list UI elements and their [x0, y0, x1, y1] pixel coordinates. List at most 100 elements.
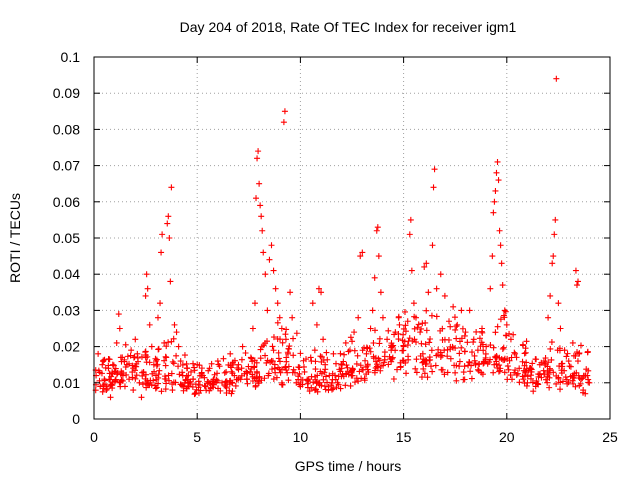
data-point	[105, 365, 112, 372]
data-point	[276, 314, 283, 321]
data-point	[433, 352, 440, 359]
data-point	[558, 370, 565, 377]
data-point	[277, 369, 284, 376]
data-point	[166, 235, 173, 241]
data-point	[400, 343, 407, 350]
data-point	[456, 338, 463, 345]
data-point	[289, 369, 296, 376]
data-point	[346, 347, 353, 354]
data-point	[423, 360, 430, 367]
data-point	[418, 325, 425, 332]
data-point	[146, 359, 153, 366]
data-point	[99, 388, 106, 395]
x-tick-label: 10	[293, 429, 309, 445]
data-point	[171, 321, 178, 328]
data-point	[169, 358, 176, 365]
data-point	[109, 379, 116, 386]
data-point	[456, 358, 463, 365]
data-point	[569, 339, 576, 346]
data-point	[173, 329, 180, 336]
data-point	[397, 363, 404, 370]
data-point	[181, 352, 188, 359]
data-point	[433, 285, 440, 292]
data-point	[162, 386, 169, 393]
data-point	[124, 353, 131, 360]
data-point	[347, 334, 354, 341]
data-point	[169, 387, 176, 394]
data-point	[351, 329, 358, 336]
data-point	[453, 377, 460, 384]
data-point	[453, 323, 460, 330]
data-point	[267, 359, 274, 366]
data-point	[134, 350, 141, 357]
chart-title: Day 204 of 2018, Rate Of TEC Index for r…	[180, 19, 517, 35]
data-point	[545, 371, 552, 378]
data-point	[228, 364, 235, 371]
data-point	[411, 325, 418, 332]
data-point	[524, 373, 531, 380]
data-point	[461, 348, 468, 355]
data-point	[214, 358, 221, 365]
data-point	[257, 355, 264, 362]
data-point	[395, 314, 402, 321]
data-point	[400, 331, 407, 338]
data-point	[502, 332, 509, 339]
data-point	[175, 343, 182, 350]
data-point	[415, 321, 422, 328]
data-point	[396, 321, 403, 328]
data-point	[524, 379, 531, 386]
data-point	[361, 375, 368, 382]
data-point	[261, 375, 268, 382]
data-point	[285, 377, 292, 384]
data-point	[487, 342, 494, 349]
data-point	[427, 363, 434, 370]
data-point	[129, 374, 136, 381]
data-point	[474, 366, 481, 373]
data-point	[109, 361, 116, 368]
data-point	[498, 260, 505, 267]
data-point	[452, 326, 459, 333]
data-point	[400, 325, 407, 332]
data-point	[251, 300, 258, 307]
data-point	[309, 300, 316, 307]
data-point	[404, 318, 411, 325]
grid	[94, 57, 610, 419]
data-point	[147, 377, 154, 384]
data-point	[557, 325, 564, 332]
data-point	[423, 307, 430, 314]
data-point	[253, 195, 260, 202]
data-point	[152, 385, 159, 392]
data-point	[460, 369, 467, 376]
data-point	[225, 361, 232, 368]
data-point	[338, 365, 345, 372]
data-point	[454, 321, 461, 328]
data-point	[385, 327, 392, 334]
data-point	[179, 372, 186, 379]
data-point	[468, 375, 475, 382]
data-point	[293, 330, 300, 337]
data-point	[320, 376, 327, 383]
data-point	[489, 253, 496, 260]
data-point	[352, 379, 359, 386]
data-point	[194, 361, 201, 368]
data-point	[238, 365, 245, 372]
data-point	[263, 359, 270, 366]
data-point	[259, 227, 266, 234]
data-point	[437, 349, 444, 356]
data-point	[256, 373, 263, 380]
data-point	[143, 271, 150, 278]
data-point	[298, 377, 305, 384]
data-point	[540, 367, 547, 374]
data-point	[328, 386, 335, 393]
data-point	[546, 374, 553, 381]
data-point	[390, 342, 397, 349]
data-point	[572, 267, 579, 274]
data-point	[330, 350, 337, 357]
data-point	[251, 357, 258, 364]
data-point	[459, 325, 466, 332]
data-point	[528, 368, 535, 375]
data-point	[274, 300, 281, 307]
data-point	[156, 367, 163, 374]
data-point	[425, 289, 432, 296]
